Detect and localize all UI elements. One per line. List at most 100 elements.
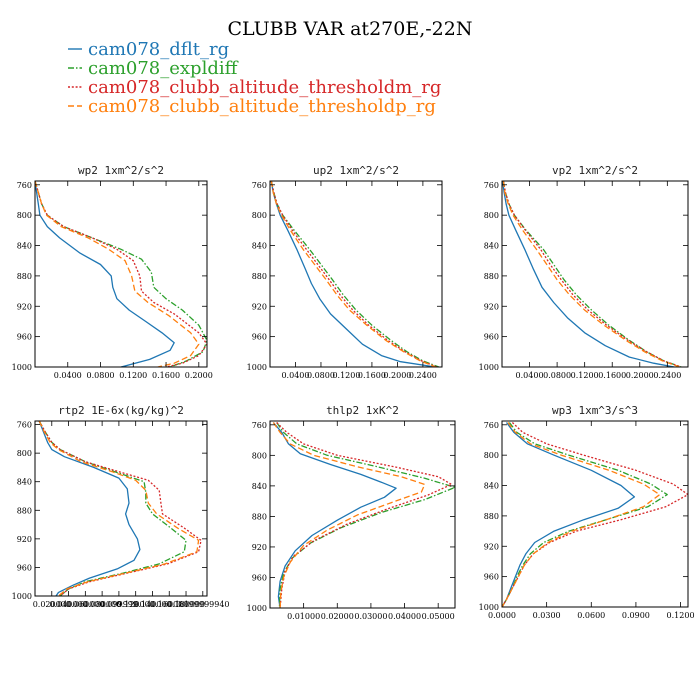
legend-label: cam078_dflt_rg [88,39,229,60]
x-tick-label: 0.2000 [383,371,411,380]
x-tick-label: 0.04000 [388,612,421,621]
legend-entry: cam078_clubb_altitude_thresholdp_rg [68,96,436,117]
y-tick-label: 960 [252,333,267,342]
series-line-3 [502,181,682,367]
x-tick-label: 0.1600 [152,371,180,380]
x-tick-label: 0.05000 [422,612,455,621]
subplot-4: rtp2 1E-6x(kg/kg)^2 760 800 840 880 920 960 100… [12,404,230,609]
legend-entry: cam078_clubb_altitude_thresholdm_rg [68,77,441,98]
y-tick-label: 760 [252,181,267,190]
y-tick-label: 840 [252,242,267,251]
x-tick-label: 0.2000 [626,371,654,380]
y-tick-label: 960 [17,333,32,342]
y-tick-label: 800 [252,451,267,460]
y-tick-label: 880 [252,272,267,281]
series-group [35,181,207,367]
subplot-2: up2 1xm^2/s^2 760 800 840 880 920 960 1000 0.040… [247,164,443,380]
plot-frame [269,180,443,368]
x-tick-label: 0.1200 [119,371,147,380]
y-tick-label: 920 [252,302,267,311]
subplot-title: vp2 1xm^2/s^2 [552,164,638,177]
y-tick-label: 960 [17,563,32,572]
y-tick-label: 800 [484,211,499,220]
y-tick-label: 880 [484,272,499,281]
x-tick-label: 0.120000 [117,600,155,609]
series-group [502,181,682,367]
x-tick-label: 0.0000 [488,611,516,620]
y-tick-label: 880 [17,272,32,281]
y-tick-label: 760 [484,421,499,430]
series-group [270,181,440,367]
x-tick-label: 0.080000 [83,600,121,609]
x-tick-label: 0.0400 [54,371,82,380]
y-tick-label: 800 [17,449,32,458]
legend-label: cam078_clubb_altitude_thresholdm_rg [88,77,441,98]
subplot-title: thlp2 1xK^2 [326,404,399,417]
x-tick-label: 0.0300 [533,611,561,620]
series-line-1 [502,181,675,367]
series-line-4 [272,422,426,608]
x-tick-label: 0.02000 [321,612,354,621]
x-tick-label: 0.0800 [87,371,115,380]
series-group [38,421,202,596]
series-line-2 [38,421,187,596]
y-tick-label: 840 [484,482,499,491]
series-line-1 [272,422,397,608]
y-tick-label: 760 [17,181,32,190]
x-tick-label: 0.0800 [543,371,571,380]
y-tick-label: 960 [484,333,499,342]
subplot-title: wp2 1xm^2/s^2 [78,164,164,177]
subplot-3: vp2 1xm^2/s^2 760 800 840 880 920 960 1000 0.040… [479,164,689,380]
x-tick-label: 0.1200 [667,611,695,620]
y-tick-label: 960 [484,573,499,582]
legend-label: cam078_expldiff [88,58,239,79]
subplot-title: wp3 1xm^3/s^3 [552,404,638,417]
x-tick-label: 0.180000 [167,600,205,609]
x-tick-label: 0.1200 [571,371,599,380]
x-tick-label: 0.020000 [33,600,71,609]
subplot-5: thlp2 1xK^2 760 800 840 880 920 960 1000 0.01000… [247,404,456,621]
x-tick-label: 0.140000 [133,600,171,609]
y-tick-label: 920 [484,542,499,551]
legend-entry: cam078_dflt_rg [68,39,229,60]
series-line-4 [502,422,661,607]
plot-frame [34,180,208,368]
x-tick-label: 0.01000 [287,612,320,621]
subplot-title: rtp2 1E-6x(kg/kg)^2 [58,404,184,417]
series-line-4 [502,181,680,367]
figure-title: CLUBB VAR at270E,-22N [228,18,473,40]
y-tick-label: 760 [17,421,32,430]
y-tick-label: 1000 [247,604,267,613]
subplot-title: up2 1xm^2/s^2 [313,164,399,177]
x-tick-label: 0.040000 [49,600,87,609]
series-line-1 [35,181,175,367]
y-tick-label: 840 [17,242,32,251]
y-tick-label: 800 [484,451,499,460]
y-tick-label: 960 [252,573,267,582]
x-tick-label: 0.0900 [622,611,650,620]
x-tick-label: 0.099999 [100,600,138,609]
x-tick-label: 0.2400 [409,371,437,380]
x-tick-label: 0.2400 [653,371,681,380]
series-line-4 [35,181,200,367]
x-tick-label: 0.199999940 [176,600,229,609]
series-line-1 [38,421,141,596]
plot-frame [501,180,689,368]
series-line-4 [38,421,200,596]
y-tick-label: 1000 [479,363,499,372]
x-tick-label: 0.160000 [150,600,188,609]
y-tick-label: 1000 [12,363,32,372]
y-tick-label: 920 [252,543,267,552]
plot-frame [269,420,456,609]
y-tick-label: 920 [17,302,32,311]
y-tick-label: 1000 [247,363,267,372]
panels: wp2 1xm^2/s^2 760 800 840 880 920 960 1000 0.040… [12,164,695,621]
x-tick-label: 0.0400 [281,371,309,380]
y-tick-label: 1000 [479,603,499,612]
y-tick-label: 1000 [12,592,32,601]
x-tick-label: 0.060000 [66,600,104,609]
y-tick-label: 840 [252,482,267,491]
y-tick-label: 880 [17,506,32,515]
